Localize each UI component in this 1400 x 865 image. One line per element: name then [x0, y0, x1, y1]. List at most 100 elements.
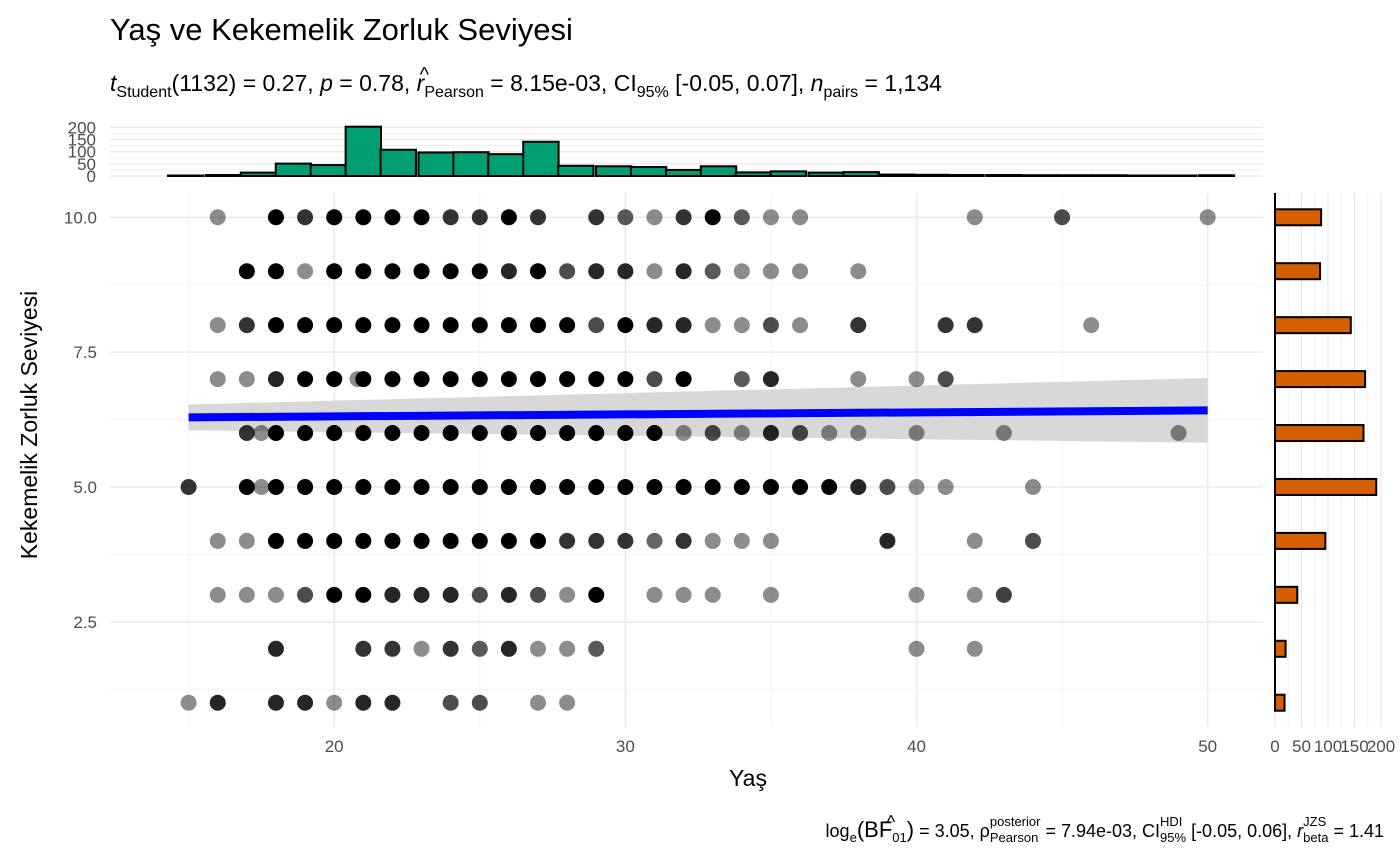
scatter-point — [821, 425, 838, 442]
scatter-point — [297, 586, 314, 603]
chart-title: Yaş ve Kekemelik Zorluk Seviyesi — [110, 12, 573, 47]
scatter-point — [530, 532, 547, 549]
y-hist-bar — [1274, 639, 1287, 658]
scatter-point — [355, 586, 372, 603]
scatter-point — [471, 478, 488, 495]
scatter-point — [762, 209, 779, 226]
cap-ci-sup: HDI — [1160, 814, 1182, 829]
x-hist-bar — [734, 171, 773, 178]
sub-ci-sub: 95% — [637, 84, 669, 101]
x-hist-bar — [985, 174, 1023, 177]
scatter-point — [937, 317, 954, 334]
scatter-point — [588, 640, 605, 657]
scatter-point — [675, 263, 692, 280]
scatter-point — [180, 694, 197, 711]
scatter-point — [267, 532, 284, 549]
scatter-point — [326, 317, 343, 334]
scatter-point — [1054, 209, 1071, 226]
scatter-point — [413, 209, 430, 226]
scatter-point — [559, 371, 576, 388]
scatter-point — [588, 532, 605, 549]
scatter-point — [675, 532, 692, 549]
scatter-point — [500, 317, 517, 334]
scatter-point — [937, 371, 954, 388]
scatter-point — [646, 263, 663, 280]
scatter-point — [530, 640, 547, 657]
scatter-point — [617, 263, 634, 280]
cap-rho-value: = 7.94e-03, — [1040, 821, 1142, 841]
scatter-point — [733, 263, 750, 280]
sub-p-value: = 0.78, — [333, 70, 417, 96]
x-hist-bar — [595, 165, 633, 178]
scatter-point — [384, 317, 401, 334]
scatter-point — [908, 586, 925, 603]
scatter-point — [588, 263, 605, 280]
sub-n-sub: pairs — [823, 84, 858, 101]
scatter-point — [675, 317, 692, 334]
scatter-point — [530, 478, 547, 495]
scatter-point — [238, 586, 255, 603]
scatter-point — [355, 694, 372, 711]
scatter-point — [471, 640, 488, 657]
scatter-point — [762, 371, 779, 388]
scatter-point — [209, 586, 226, 603]
scatter-point — [442, 694, 459, 711]
scatter-point — [762, 478, 779, 495]
scatter-point — [646, 532, 663, 549]
scatter-point — [355, 532, 372, 549]
scatter-point — [559, 586, 576, 603]
cap-rho-sub: Pearson — [990, 830, 1038, 845]
x-tick-label: 50 — [1198, 737, 1217, 756]
y-hist-tick-label: 100 — [1314, 737, 1342, 756]
y-hist-tick-label: 200 — [1367, 737, 1395, 756]
sub-r-label: r — [417, 70, 426, 96]
scatter-point — [500, 640, 517, 657]
y-tick-label: 10.0 — [64, 208, 97, 227]
scatter-point — [792, 478, 809, 495]
x-hist-bar — [947, 174, 985, 177]
scatter-point — [617, 478, 634, 495]
scatter-point — [966, 209, 983, 226]
scatter-point — [675, 478, 692, 495]
scatter-point — [442, 263, 459, 280]
scatter-point — [238, 478, 255, 495]
scatter-point — [1024, 532, 1041, 549]
scatter-point — [762, 425, 779, 442]
scatter-point — [1024, 478, 1041, 495]
scatter-point — [267, 263, 284, 280]
scatter-point — [297, 694, 314, 711]
scatter-point — [850, 478, 867, 495]
scatter-point — [704, 478, 721, 495]
x-hist-bar — [452, 151, 490, 177]
scatter-point — [966, 317, 983, 334]
scatter-point — [355, 425, 372, 442]
y-hist-bar — [1274, 370, 1367, 389]
x-hist-tick-label: 100 — [68, 143, 96, 162]
cap-rho-hat: ^ — [887, 812, 896, 832]
scatter-point — [733, 371, 750, 388]
scatter-point — [238, 371, 255, 388]
x-hist-bar — [522, 140, 560, 177]
x-hist-bar — [769, 170, 808, 177]
scatter-point — [559, 263, 576, 280]
scatter-point — [1199, 209, 1216, 226]
scatter-point — [471, 263, 488, 280]
scatter-point — [530, 694, 547, 711]
cap-rb-sup: JZS — [1303, 814, 1326, 829]
scatter-point — [588, 586, 605, 603]
scatter-point — [384, 586, 401, 603]
scatter-point — [355, 263, 372, 280]
y-hist-bar — [1274, 208, 1323, 227]
scatter-point — [908, 425, 925, 442]
scatter-point — [762, 317, 779, 334]
scatter-point — [733, 209, 750, 226]
scatter-point — [792, 263, 809, 280]
scatter-point — [879, 478, 896, 495]
scatter-point — [326, 371, 343, 388]
x-hist-tick-label: 50 — [77, 155, 96, 174]
scatter-point — [588, 425, 605, 442]
sub-t-value: (1132) = 0.27, — [172, 70, 321, 96]
cap-bf-value: = 3.05, — [914, 821, 980, 841]
x-hist-bar — [1020, 174, 1058, 177]
